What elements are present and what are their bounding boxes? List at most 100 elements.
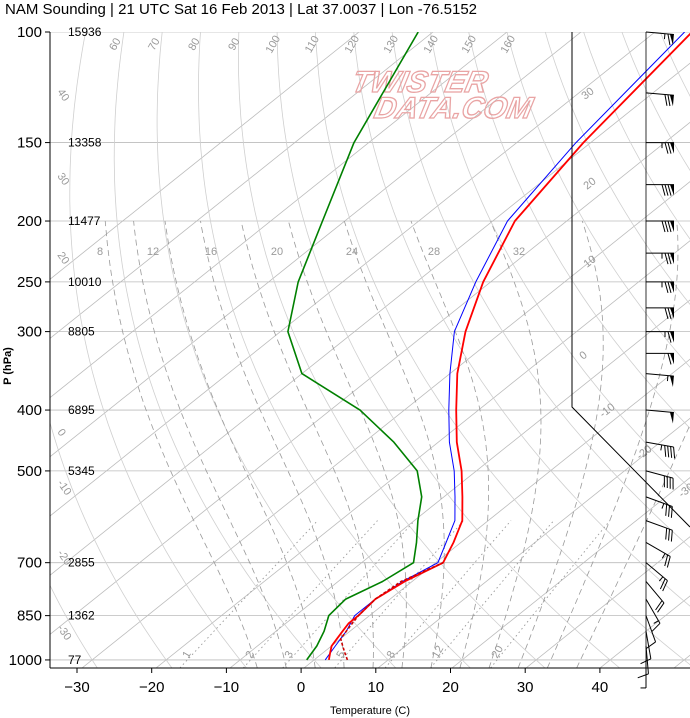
barb-full [664, 554, 669, 567]
barb-full [667, 142, 672, 154]
wetbulb-line [324, 32, 685, 661]
mixing-ratio-line [430, 520, 555, 668]
wind-barb [645, 92, 674, 107]
x-tick-label: 40 [592, 679, 609, 696]
barb-staff [645, 542, 671, 557]
isotherm-label: -10 [597, 401, 617, 420]
barb-flag [669, 94, 674, 107]
moist-adiabat-label: 16 [205, 246, 217, 258]
mixing-ratio-label: 3 [283, 649, 296, 660]
barb-flag [670, 253, 674, 265]
dry-adiabat-line [621, 32, 690, 172]
height-label: 5345 [68, 464, 95, 478]
wind-barb [646, 142, 674, 154]
dewpoint-line [287, 32, 423, 661]
watermark: TWISTER DATA.COM [348, 66, 537, 126]
dry-adiabat-label: 150 [460, 34, 480, 56]
height-label: 6895 [68, 403, 95, 417]
moist-adiabat-line [133, 220, 287, 668]
isotherm-line [525, 536, 690, 668]
dry-adiabat-line [544, 32, 690, 305]
wind-barb [646, 281, 674, 294]
isotherm-line [155, 240, 690, 668]
x-tick-label: −20 [139, 679, 164, 696]
isotherm-label: 20 [55, 250, 72, 267]
height-label: 8805 [68, 325, 95, 339]
barb-full [667, 220, 672, 233]
barb-staff [645, 409, 674, 413]
x-axis-label: Temperature (C) [330, 705, 410, 717]
dry-adiabat-line [315, 32, 690, 666]
wind-barb [645, 615, 657, 649]
barb-full [664, 281, 669, 294]
wind-barb [645, 542, 671, 568]
moist-adiabat-line [240, 220, 374, 668]
barb-flag [669, 412, 674, 424]
barb-staff [645, 520, 673, 531]
isotherm-label: 20 [581, 175, 598, 192]
watermark-line1: TWISTER [349, 66, 491, 99]
isotherm-label: 10 [581, 253, 598, 270]
moist-adiabat-line [104, 220, 258, 668]
y-tick-label: 850 [17, 608, 42, 625]
moist-adiabat-line [546, 220, 679, 668]
profiles [287, 32, 690, 661]
dry-adiabat-line [198, 32, 471, 668]
barb-flag [669, 34, 674, 46]
x-tick-label: −10 [214, 679, 239, 696]
mixing-ratio-label: 12 [430, 644, 447, 661]
barb-full [670, 530, 673, 542]
wind-barbs [637, 31, 676, 689]
y-axis-label: P (hPa) [2, 347, 14, 385]
wind-barb [646, 220, 674, 233]
dry-adiabat-label: 60 [107, 36, 124, 53]
barb-full [667, 331, 672, 343]
barb-staff [645, 581, 665, 604]
moist-adiabat-label: 32 [513, 246, 525, 258]
barb-staff [645, 615, 657, 643]
barb-full [673, 446, 676, 459]
dry-adiabat-line [391, 32, 690, 548]
barb-full [661, 220, 666, 233]
y-tick-label: 150 [17, 135, 42, 152]
barb-full [667, 94, 671, 107]
isotherm-line [50, 62, 690, 576]
y-tick-label: 200 [17, 213, 42, 230]
isotherm-label: 40 [55, 87, 72, 104]
y-tick-label: 250 [17, 274, 42, 291]
barb-full [666, 556, 671, 568]
mixing-ratio-line [334, 520, 464, 668]
hodograph-panel [571, 32, 690, 660]
x-tick-label: 10 [367, 679, 384, 696]
dry-adiabat-label: 70 [146, 36, 163, 53]
mixing-ratio-label: 8 [385, 649, 398, 660]
wind-barb [646, 352, 674, 365]
wind-barb [640, 659, 647, 689]
barb-full [664, 253, 669, 265]
x-tick-label: 20 [442, 679, 459, 696]
isotherm-line [229, 299, 690, 668]
barb-full [665, 528, 668, 540]
wind-barb [645, 520, 673, 542]
dry-adiabat-label: 130 [382, 34, 402, 56]
wind-barb [645, 409, 674, 424]
barb-full [668, 529, 670, 541]
barb-flag [670, 281, 674, 293]
moist-adiabat-line [288, 220, 407, 668]
barb-full [667, 33, 671, 46]
isotherm-label: 0 [577, 349, 589, 362]
mixing-ratio-label: 1 [180, 649, 193, 660]
barb-full [664, 142, 669, 154]
dry-adiabat-line [50, 421, 173, 668]
isotherm-line [50, 32, 582, 458]
barb-staff [645, 645, 649, 674]
barb-half [660, 444, 663, 451]
barb-staff [645, 496, 673, 507]
barb-flag [670, 307, 674, 319]
wind-barb [645, 598, 661, 632]
isotherm-label: -10 [55, 478, 74, 498]
barb-full [665, 504, 668, 516]
panel-border [571, 32, 690, 528]
barb-full [664, 307, 669, 320]
